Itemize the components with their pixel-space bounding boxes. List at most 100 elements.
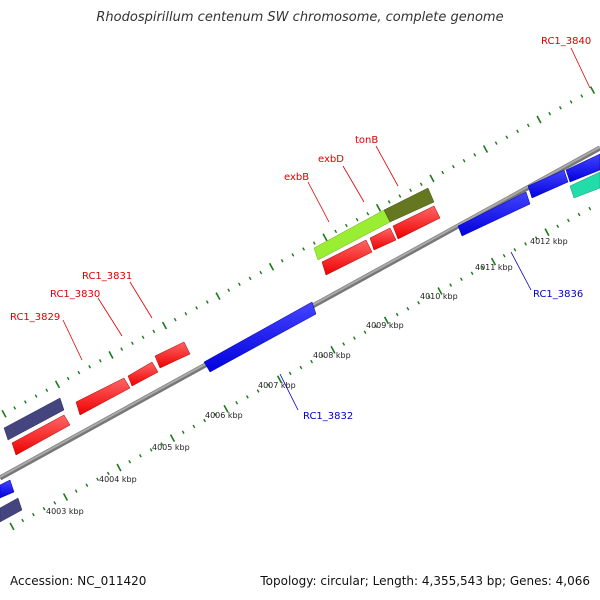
minor-tick xyxy=(473,153,477,157)
gene-labels: RC1_3829 RC1_3830 RC1_3831 exbB exbD ton… xyxy=(10,36,591,422)
scale-label: 4007 kbp xyxy=(258,381,296,390)
minor-tick xyxy=(98,359,102,363)
minor-tick xyxy=(310,359,314,364)
scale-label: 4011 kbp xyxy=(475,263,513,272)
minor-tick xyxy=(419,182,423,187)
minor-tick xyxy=(53,501,57,505)
gene-rc1-3836[interactable] xyxy=(457,191,531,237)
minor-tick xyxy=(267,383,271,387)
major-tick xyxy=(322,233,328,242)
gene-red-exbD[interactable] xyxy=(369,227,397,251)
scale-label: 4008 kbp xyxy=(313,351,351,360)
minor-tick xyxy=(181,430,185,434)
minor-tick xyxy=(470,271,474,276)
scale-label: 4005 kbp xyxy=(152,443,190,452)
gene-blue-left-a[interactable] xyxy=(0,479,15,499)
gene-rc1-3831[interactable] xyxy=(154,341,191,369)
minor-tick xyxy=(138,454,142,458)
gene-blue-right-a[interactable] xyxy=(527,169,569,199)
label-exbB[interactable]: exbB xyxy=(284,172,309,183)
minor-tick xyxy=(334,229,338,234)
minor-tick xyxy=(459,277,463,281)
forward-strand-genes xyxy=(3,171,600,456)
label-rc1-3836[interactable]: RC1_3836 xyxy=(533,289,583,300)
minor-tick xyxy=(516,129,520,134)
label-exbD[interactable]: exbD xyxy=(318,154,344,165)
minor-tick xyxy=(580,94,584,98)
label-rc1-3831[interactable]: RC1_3831 xyxy=(82,271,132,282)
minor-tick xyxy=(248,276,252,281)
label-rc1-3830[interactable]: RC1_3830 xyxy=(50,289,100,300)
major-tick xyxy=(54,380,61,389)
label-tonB[interactable]: tonB xyxy=(355,135,378,146)
gene-blue-right-b[interactable] xyxy=(565,153,600,183)
minor-tick xyxy=(130,341,134,345)
minor-tick xyxy=(235,401,239,405)
major-tick xyxy=(330,345,336,354)
minor-tick xyxy=(577,212,581,217)
label-rc1-3832[interactable]: RC1_3832 xyxy=(303,411,353,422)
minor-tick xyxy=(556,224,560,229)
label-rc1-3840[interactable]: RC1_3840 xyxy=(541,36,591,47)
major-tick xyxy=(544,228,550,237)
minor-tick xyxy=(441,170,445,175)
minor-tick xyxy=(173,317,177,322)
minor-tick xyxy=(395,312,399,317)
minor-tick xyxy=(13,406,17,410)
minor-tick xyxy=(106,471,110,476)
major-tick xyxy=(1,409,7,418)
minor-tick xyxy=(88,364,92,369)
minor-tick xyxy=(291,253,295,257)
major-tick xyxy=(276,375,283,384)
scale-label: 4006 kbp xyxy=(205,411,243,420)
minor-tick xyxy=(96,477,100,482)
major-tick xyxy=(215,292,221,300)
minor-tick xyxy=(280,259,284,263)
gene-dark-left[interactable] xyxy=(3,397,65,441)
minor-tick xyxy=(462,158,466,163)
minor-tick xyxy=(160,442,164,446)
minor-tick xyxy=(449,283,453,287)
major-tick xyxy=(62,493,69,501)
major-tick xyxy=(429,174,435,183)
minor-tick xyxy=(302,247,306,251)
gene-rc1-3830[interactable] xyxy=(127,361,159,387)
minor-tick xyxy=(569,100,573,104)
map-title: Rhodospirillum centenum SW chromosome, c… xyxy=(96,10,504,25)
major-tick xyxy=(589,86,596,94)
gene-red-tonB[interactable] xyxy=(392,205,441,240)
minor-tick xyxy=(481,265,485,270)
genome-summary-text: Topology: circular; Length: 4,355,543 bp… xyxy=(260,574,590,588)
major-tick xyxy=(161,321,168,330)
minor-tick xyxy=(31,512,35,517)
minor-tick xyxy=(406,306,410,311)
minor-tick xyxy=(526,123,530,128)
gene-rc1-3829[interactable] xyxy=(75,377,131,416)
minor-tick xyxy=(152,329,156,334)
minor-tick xyxy=(149,448,153,452)
minor-tick xyxy=(74,489,78,493)
scale-label: 4003 kbp xyxy=(46,507,84,516)
minor-tick xyxy=(417,301,421,305)
scale-label: 4009 kbp xyxy=(366,321,404,330)
major-tick xyxy=(383,316,390,325)
label-leaders xyxy=(62,47,591,411)
minor-tick xyxy=(409,188,413,192)
minor-tick xyxy=(128,459,132,464)
minor-tick xyxy=(288,371,292,376)
gene-teal-right[interactable] xyxy=(569,171,600,199)
minor-tick xyxy=(363,330,367,334)
scale-label: 4004 kbp xyxy=(99,475,137,484)
minor-tick xyxy=(205,300,209,304)
gene-tonB[interactable] xyxy=(383,187,435,223)
gene-rc1-3832[interactable] xyxy=(203,301,317,373)
gene-red-exbB[interactable] xyxy=(321,239,373,276)
minor-tick xyxy=(344,223,348,228)
minor-tick xyxy=(374,324,378,329)
minor-tick xyxy=(23,400,27,404)
minor-tick xyxy=(299,365,303,370)
label-rc1-3829[interactable]: RC1_3829 xyxy=(10,312,60,323)
minor-tick xyxy=(566,218,570,223)
gene-dark-left-b[interactable] xyxy=(0,497,23,523)
gene-red-left[interactable] xyxy=(11,414,71,456)
